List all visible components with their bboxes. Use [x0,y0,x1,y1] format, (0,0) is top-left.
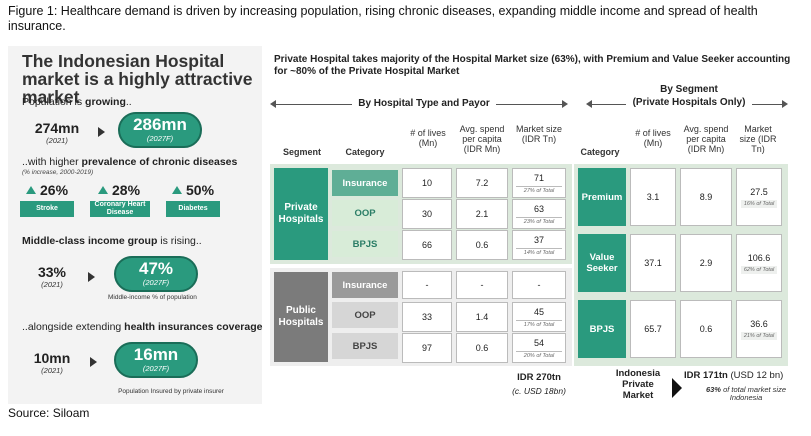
cell-spend: 0.6 [456,230,508,260]
population-to-pill: 286mn (2027F) [118,112,202,148]
chronic-heading: ..with higher prevalence of chronic dise… [22,156,238,168]
arrow-left-icon [270,100,276,108]
segment-public: Public Hospitals [274,272,328,362]
arrow-left-icon [586,100,592,108]
arrow-right-icon [562,100,568,108]
header-market: Market size (IDR Tn) [515,124,562,144]
category-insurance: Insurance [332,272,398,298]
left-panel: The Indonesian Hospital market is a high… [8,46,262,404]
section-hospital-type: By Hospital Type and Payor [358,98,490,109]
segment-value-seeker: Value Seeker [578,234,626,292]
cell-spend: 1.4 [456,302,508,332]
insurance-from: 10mn (2021) [33,350,71,375]
cell-market: 106.6 62% of Total [736,234,782,292]
middle-class-note: Middle-income % of population [108,294,197,301]
section-arrow-line [752,104,782,105]
cell-market: 63 23% of Total [512,199,566,229]
cell-spend: 0.6 [680,300,732,358]
insurance-note: Population Insured by private insurer [118,388,224,395]
cell-market: 54 20% of Total [512,333,566,363]
arrow-right-icon [782,100,788,108]
middle-class-from: 33% (2021) [37,264,67,289]
arrow-right-icon [90,357,97,367]
section-arrow-line [590,104,626,105]
insurance-heading: ..alongside extending health insurances … [22,321,263,333]
cell-spend: 0.6 [456,333,508,363]
cell-spend: 2.1 [456,199,508,229]
chronic-note: (% increase, 2000-2019) [22,169,94,176]
cell-market: 36.6 21% of Total [736,300,782,358]
cell-lives: 33 [402,302,452,332]
insurance-to-pill: 16mn (2027F) [114,342,198,378]
header-category-seg: Category [580,147,620,157]
segment-private: Private Hospitals [274,168,328,260]
left-panel-title: The Indonesian Hospital market is a high… [22,51,253,107]
segment-premium: Premium [578,168,626,226]
cell-lives: 30 [402,199,452,229]
header-segment: Segment [282,147,321,157]
chronic-item-diabetes: 50% Diabetes [166,182,236,217]
header-category: Category [345,147,385,157]
cell-lives: 37.1 [630,234,676,292]
header-lives: # of lives (Mn) [410,128,446,148]
cell-market: - [512,271,566,299]
category-bpjs: BPJS [332,333,398,359]
section-segment-sub: (Private Hospitals Only) [632,97,746,108]
cell-spend: 7.2 [456,168,508,198]
cell-spend: - [456,271,508,299]
cell-lives: 65.7 [630,300,676,358]
source-note: Source: Siloam [8,406,90,420]
chronic-item-chd: 28% Coronary Heart Disease [90,182,160,217]
cell-lives: 66 [402,230,452,260]
header-spend-seg: Avg. spend per capita (IDR Mn) [683,124,729,154]
up-triangle-icon [26,186,36,194]
cell-market: 71 27% of Total [512,168,566,198]
cell-lives: 3.1 [630,168,676,226]
right-panel-title: Private Hospital takes majority of the H… [274,54,791,77]
cell-lives: - [402,271,452,299]
arrow-right-icon [98,127,105,137]
indonesia-private-market-value: IDR 171tn (USD 12 bn) [684,370,784,381]
population-from: 274mn (2021) [34,120,80,145]
middle-class-heading: Middle-class income group is rising.. [22,235,202,247]
up-triangle-icon [98,186,108,194]
chronic-item-stroke: 26% Stroke [20,182,90,217]
header-market-seg: Market size (IDR Tn) [739,124,777,154]
middle-class-to-pill: 47% (2027F) [114,256,198,292]
arrow-right-icon [88,272,95,282]
section-segment: By Segment [660,84,718,95]
cell-market: 45 17% of Total [512,302,566,332]
indonesia-private-market-label: Indonesia Private Market [615,368,661,401]
category-insurance: Insurance [332,170,398,196]
total-market: IDR 270tn [517,372,561,383]
cell-lives: 97 [402,333,452,363]
section-arrow-line [274,104,352,105]
cell-spend: 2.9 [680,234,732,292]
cell-market: 37 14% of Total [512,230,566,260]
population-heading: Population is growing.. [22,96,132,108]
section-arrow-line [496,104,562,105]
segment-bpjs: BPJS [578,300,626,358]
header-lives-seg: # of lives (Mn) [635,128,671,148]
total-market-usd: (c. USD 18bn) [512,386,566,396]
cell-spend: 8.9 [680,168,732,226]
arrow-right-icon [672,378,682,398]
cell-market: 27.5 16% of Total [736,168,782,226]
category-oop: OOP [332,302,398,328]
figure-caption: Figure 1: Healthcare demand is driven by… [8,4,758,33]
indonesia-private-market-share: 63% of total market size Indonesia [705,385,787,402]
category-bpjs: BPJS [332,231,398,257]
header-spend: Avg. spend per capita (IDR Mn) [459,124,505,154]
cell-lives: 10 [402,168,452,198]
category-oop: OOP [332,200,398,226]
up-triangle-icon [172,186,182,194]
